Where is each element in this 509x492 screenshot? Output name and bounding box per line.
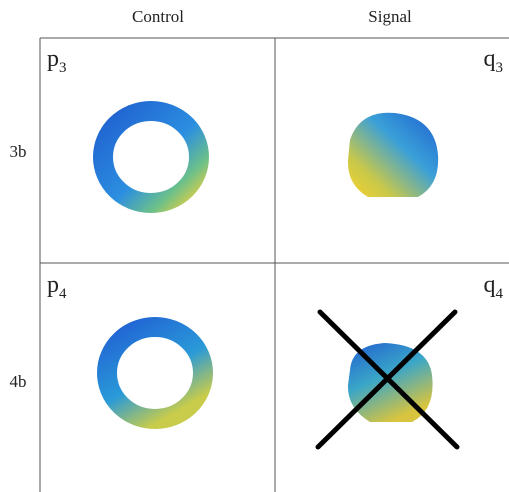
cell-subscript: 3 xyxy=(496,60,504,76)
blob-image xyxy=(348,113,438,197)
cell-subscript: 4 xyxy=(496,286,504,302)
row-label: 3b xyxy=(10,142,27,161)
grid-lines xyxy=(40,38,509,492)
cell-subscript: 3 xyxy=(59,60,67,76)
column-header: Signal xyxy=(368,7,412,26)
cross-mark xyxy=(318,312,457,447)
cell-letter: q xyxy=(484,272,496,298)
ring-image xyxy=(107,327,203,419)
cell-label: q4 xyxy=(484,272,504,302)
cell-letter: q xyxy=(484,46,496,72)
row-label: 4b xyxy=(10,372,27,391)
ring-image xyxy=(103,111,199,203)
figure: Control Signal 3b 4b p3 q3 p4 q4 xyxy=(0,0,509,492)
cell-label: p4 xyxy=(47,272,67,302)
cell-label: q3 xyxy=(484,46,504,76)
column-header: Control xyxy=(132,7,184,26)
cell-label: p3 xyxy=(47,46,67,76)
cell-subscript: 4 xyxy=(59,286,67,302)
cell-letter: p xyxy=(47,272,59,298)
cell-letter: p xyxy=(47,46,59,72)
